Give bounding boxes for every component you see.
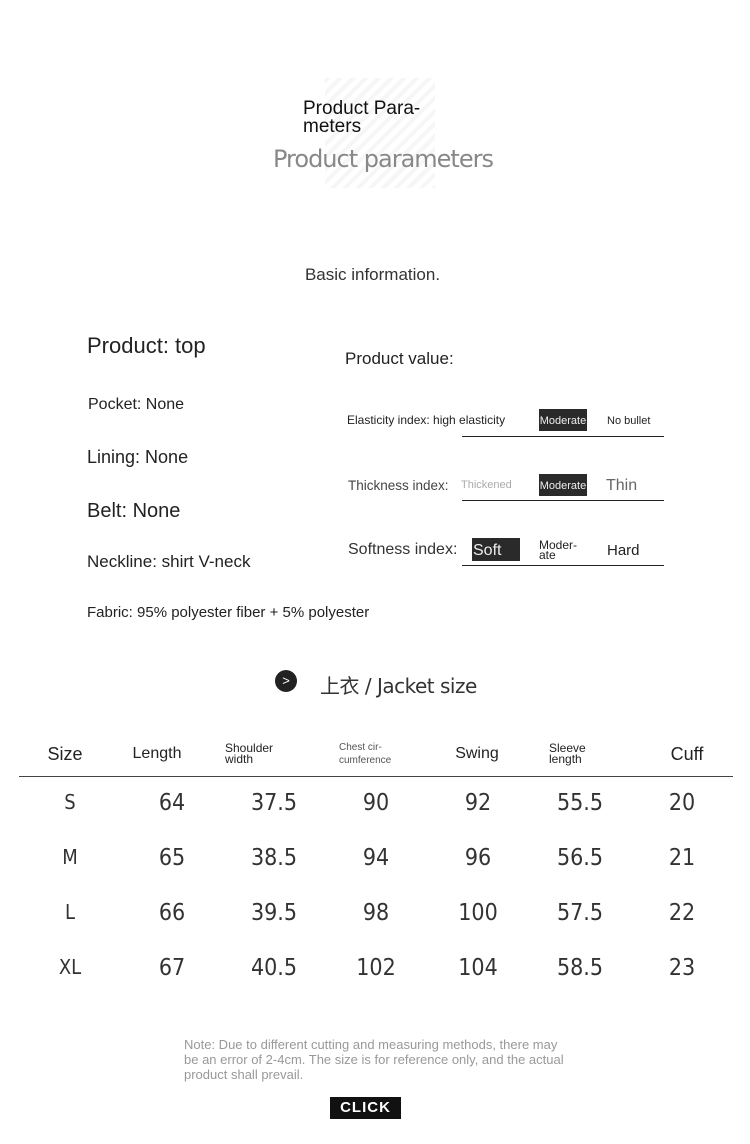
thickness-label: Thickness index: <box>348 478 449 493</box>
cell: 96 <box>464 845 492 871</box>
cell: 90 <box>362 790 390 816</box>
size-section-title: 上衣 / Jacket size <box>320 674 477 698</box>
table-row: M 65 38.5 94 96 56.5 21 <box>19 845 733 871</box>
header-swing: Swing <box>455 745 499 762</box>
divider <box>462 500 664 501</box>
cell: 38.5 <box>250 845 298 871</box>
thickness-option-thin: Thin <box>606 477 638 494</box>
cell: 98 <box>362 900 390 926</box>
cell: 67 <box>158 955 186 981</box>
divider <box>462 565 664 566</box>
cell: 64 <box>158 790 186 816</box>
thickness-option-thickened: Thickened <box>461 479 512 491</box>
lining: Lining: None <box>87 447 189 467</box>
cell: 94 <box>362 845 390 871</box>
pocket: Pocket: None <box>88 396 185 413</box>
basic-info-heading: Basic information. <box>304 265 441 284</box>
header-sleeve-length: Sleeve length <box>549 741 586 766</box>
elasticity-option-moderate: Moderate <box>539 409 587 431</box>
decorative-stripes <box>325 78 435 188</box>
cell: 100 <box>458 900 498 926</box>
elasticity-label: Elasticity index: high elasticity <box>347 413 506 427</box>
click-button[interactable]: CLICK <box>330 1097 401 1119</box>
header-size: Size <box>47 743 83 764</box>
product-value-heading: Product value: <box>345 349 454 368</box>
header-chest: Chest cir- cumference <box>339 742 392 766</box>
cell: S <box>64 790 76 814</box>
cell: 102 <box>356 955 396 981</box>
cell: 66 <box>158 900 186 926</box>
cell: 39.5 <box>250 900 298 926</box>
thickness-option-moderate: Moderate <box>539 474 587 496</box>
chevron-right-icon: > <box>275 670 297 692</box>
softness-label: Softness index: <box>348 541 458 558</box>
header-cuff: Cuff <box>670 743 704 764</box>
table-row: S 64 37.5 90 92 55.5 20 <box>19 790 733 816</box>
cell: 56.5 <box>556 845 604 871</box>
cell: 55.5 <box>556 790 604 816</box>
divider <box>462 436 664 437</box>
size-note: Note: Due to different cutting and measu… <box>184 1037 564 1082</box>
table-row: XL 67 40.5 102 104 58.5 23 <box>19 955 733 981</box>
fabric: Fabric: 95% polyester fiber + 5% polyest… <box>87 604 370 621</box>
cell: 23 <box>668 955 696 981</box>
cell: 58.5 <box>556 955 604 981</box>
softness-option-hard: Hard <box>607 542 640 559</box>
header-length: Length <box>132 745 182 762</box>
table-divider <box>19 776 733 777</box>
cell: 22 <box>668 900 696 926</box>
cell: L <box>64 900 76 924</box>
cell: 104 <box>458 955 498 981</box>
page-subtitle: Product parameters <box>273 145 494 173</box>
size-table-header: Size Length Shoulder width Chest cir- cu… <box>19 734 733 774</box>
belt: Belt: None <box>87 500 181 522</box>
cell: 21 <box>668 845 696 871</box>
cell: 40.5 <box>250 955 298 981</box>
softness-option-moderate: Moder- ate <box>539 538 578 562</box>
page-title: Product Para- meters <box>303 98 421 137</box>
elasticity-option-no-bullet: No bullet <box>607 415 651 427</box>
cell: M <box>62 845 78 869</box>
cell: 20 <box>668 790 696 816</box>
table-row: L 66 39.5 98 100 57.5 22 <box>19 900 733 926</box>
cell: 65 <box>158 845 186 871</box>
softness-option-soft: Soft <box>472 538 520 561</box>
neckline: Neckline: shirt V-neck <box>87 552 251 571</box>
product-type: Product: top <box>87 333 206 358</box>
cell: 57.5 <box>556 900 604 926</box>
header-shoulder-width: Shoulder width <box>225 741 274 766</box>
cell: 92 <box>464 790 492 816</box>
cell: 37.5 <box>250 790 298 816</box>
cell: XL <box>58 955 82 979</box>
